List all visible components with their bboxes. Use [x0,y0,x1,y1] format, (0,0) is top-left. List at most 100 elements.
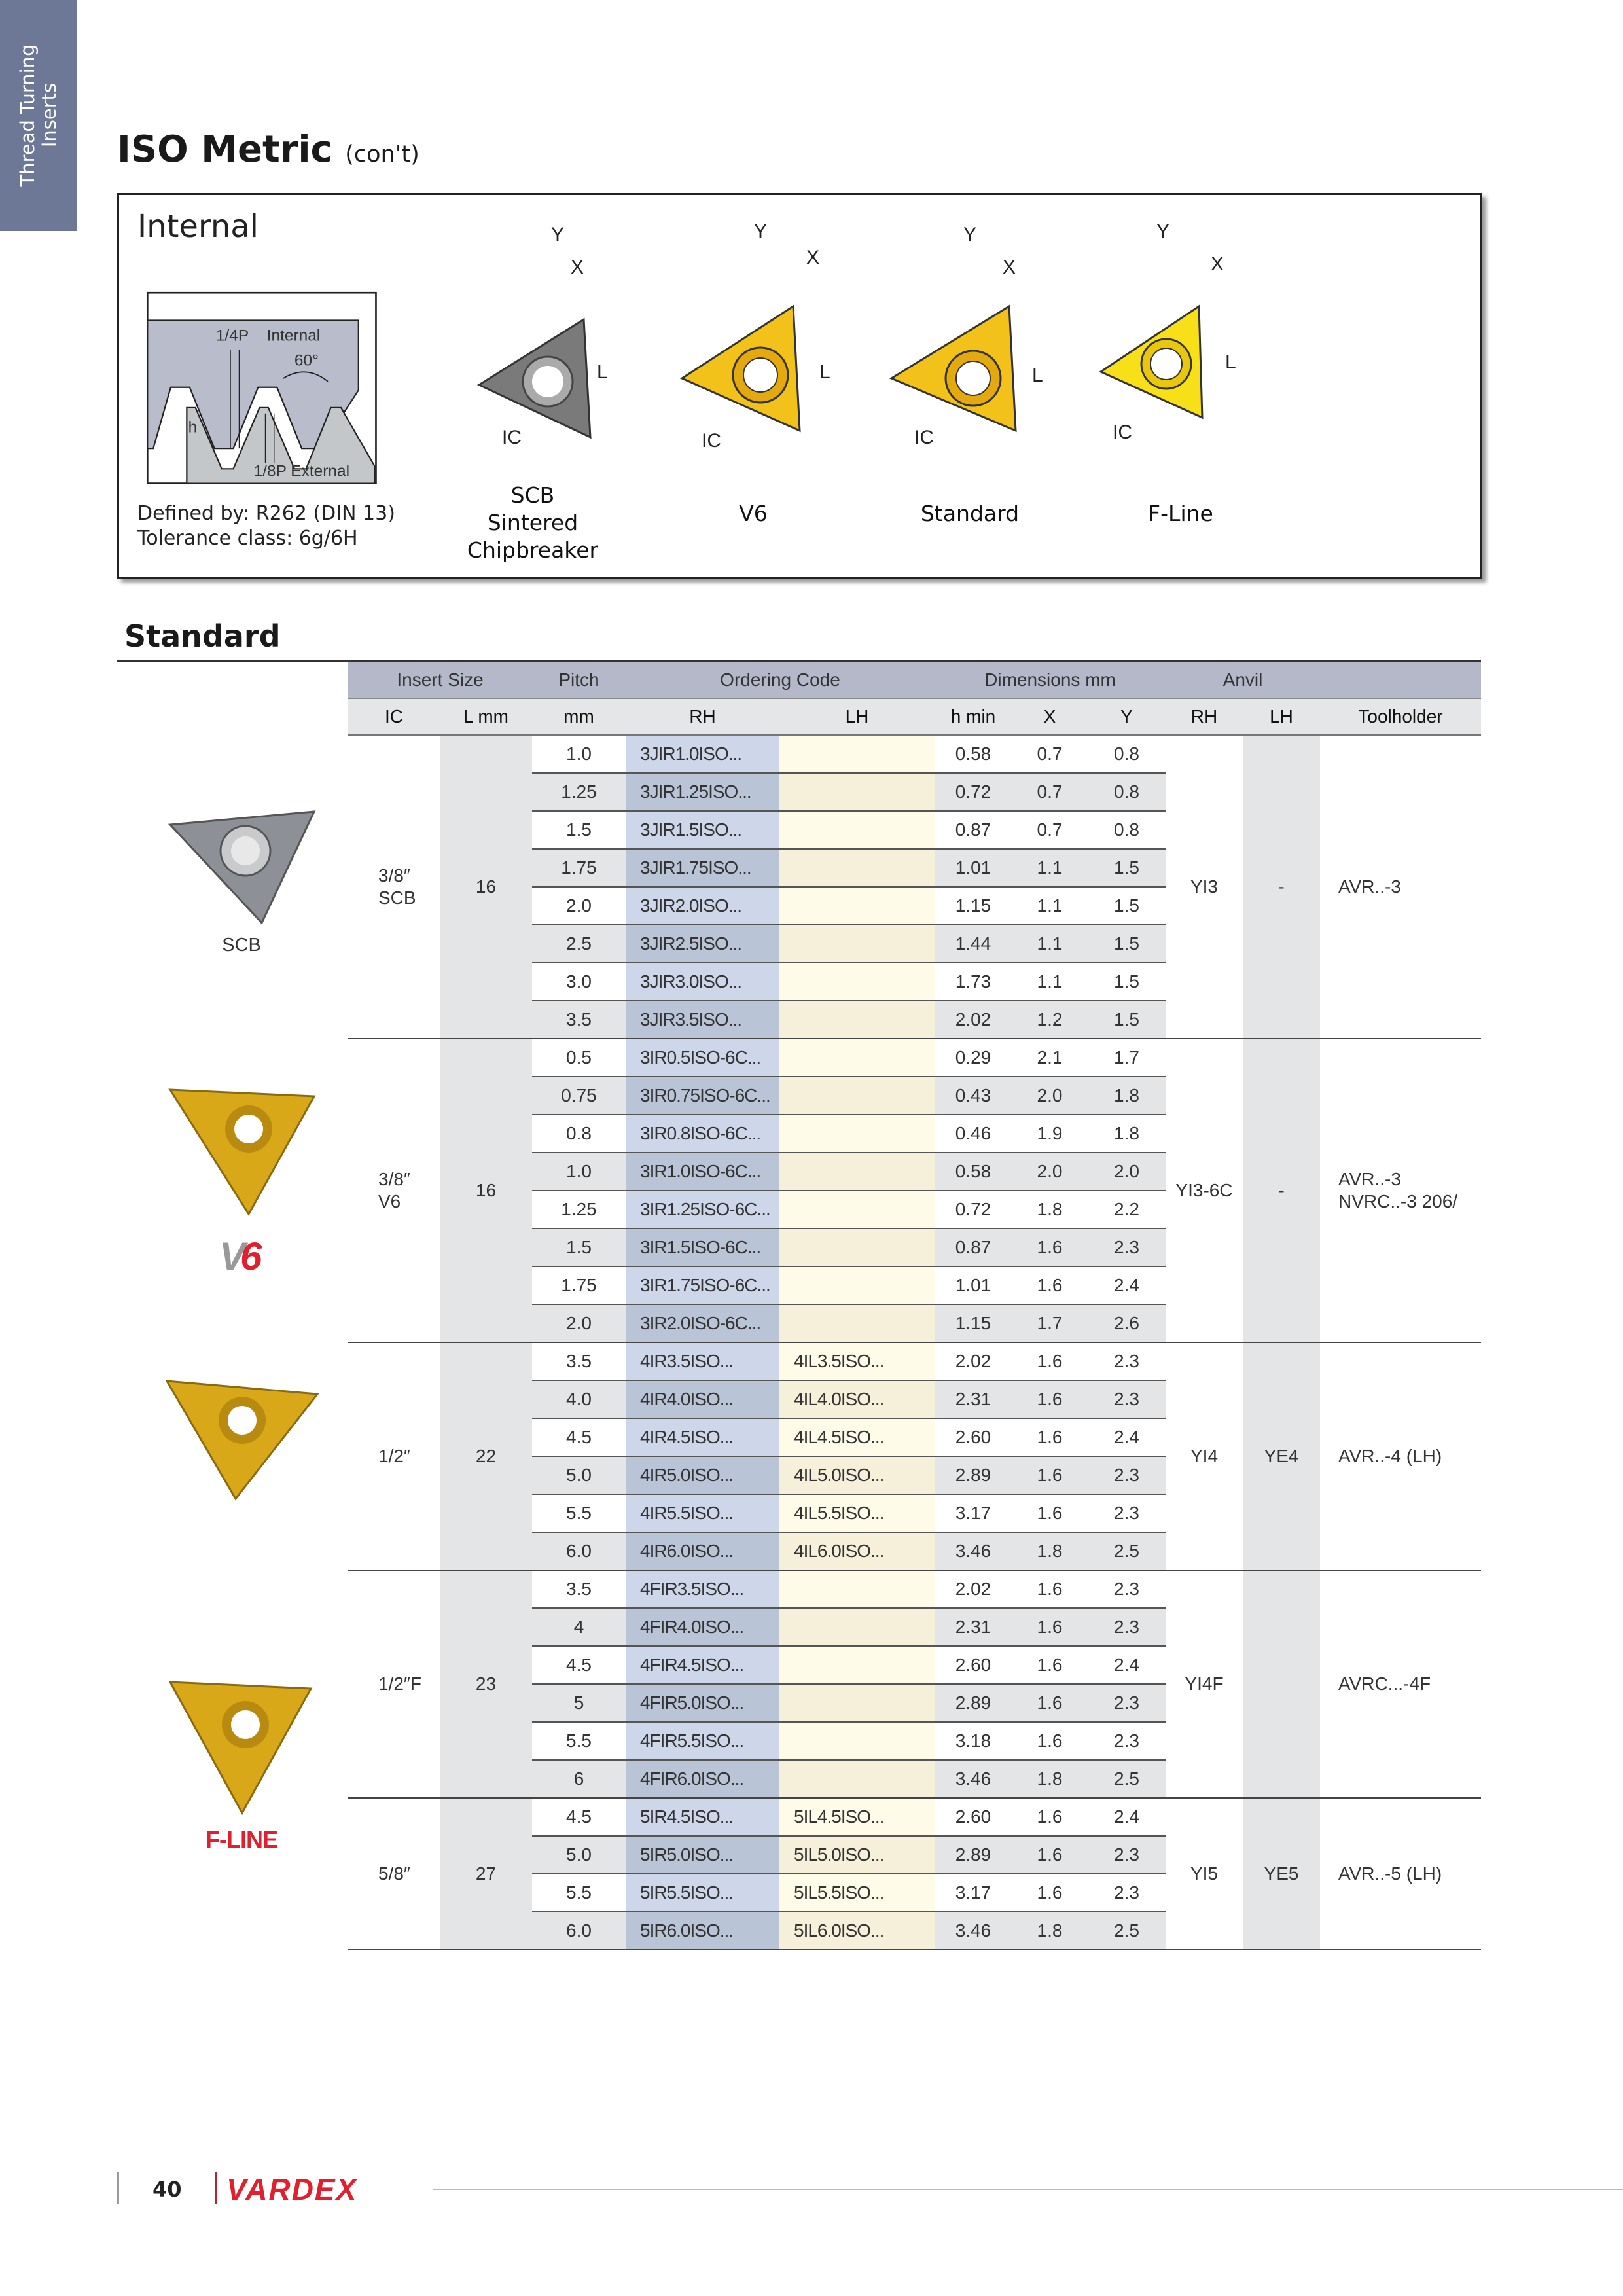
table-row: 1/2″F 23 3.5 4FIR3.5ISO... 2.02 1.6 2.3 YI4F AVR… [348,1570,1481,1798]
table-row: 1.0 3IR1.0ISO-6C... 0.58 2.0 2.0 [348,1152,1481,1191]
ordering-code-rh: 3IR1.0ISO-6C... [626,1152,779,1191]
table-row: 3/8″ SCB 16 1.0 3JIR1.0ISO... 0.58 0.7 0.8 YI3-… [348,734,1481,1039]
dim-y: 2.4 [1088,1645,1166,1684]
table-row: 4.0 4IR4.0ISO... 4IL4.0ISO... 2.31 1.6 2.3 [348,1380,1481,1418]
pitch: 4.5 [532,1418,626,1456]
ordering-code-lh [779,810,935,849]
ordering-code-lh [779,1038,935,1077]
ordering-code-rh: 4IR4.0ISO... [626,1380,779,1418]
pitch: 1.25 [532,1190,626,1229]
insert-l-mm: 23 [440,1570,532,1798]
pitch: 5 [532,1683,626,1722]
dim-x: 1.1 [1012,886,1088,925]
ordering-code-rh: 4IR5.0ISO... [626,1456,779,1494]
dim-x: 1.6 [1012,1570,1088,1608]
ordering-code-lh [779,1076,935,1115]
table-row: 2.0 3JIR2.0ISO... 1.15 1.1 1.5 [348,886,1481,925]
h-min: 3.17 [935,1494,1012,1532]
section-tab-label: Thread Turning Inserts [16,44,60,187]
h-label: h [188,419,198,437]
footer-rule [433,2189,1623,2190]
ordering-code-rh: 4FIR6.0ISO... [626,1759,779,1798]
dim-x: 0.7 [1012,810,1088,849]
pitch: 4.5 [532,1797,626,1836]
ordering-code-lh [779,1721,935,1760]
dim-y: 2.3 [1088,1342,1166,1380]
dim-x: 1.9 [1012,1114,1088,1153]
fline-insert-icon [1098,304,1204,420]
ordering-code-rh: 4FIR3.5ISO... [626,1570,779,1608]
h-min: 0.29 [935,1038,1012,1077]
v6-insert-photo [168,1088,316,1216]
table-row: 4.5 4IR4.5ISO... 4IL4.5ISO... 2.60 1.6 2.4 [348,1418,1481,1456]
dim-x: 1.6 [1012,1835,1088,1874]
anvil-lh [1243,1570,1320,1798]
table-row: 5.5 4IR5.5ISO... 4IL5.5ISO... 3.17 1.6 2.3 [348,1494,1481,1532]
pitch: 0.75 [532,1076,626,1115]
table-row: 1.5 3JIR1.5ISO... 0.87 0.7 0.8 [348,810,1481,849]
table-row: 1.25 3IR1.25ISO-6C... 0.72 1.8 2.2 [348,1190,1481,1229]
ordering-code-lh: 4IL4.5ISO... [779,1418,935,1456]
ordering-code-lh [779,1114,935,1153]
h-min: 2.89 [935,1835,1012,1874]
dim-y: 0.8 [1088,772,1166,811]
page-title: ISO Metric (con't) [117,128,419,171]
ordering-code-lh [779,1570,935,1608]
dim-y: 1.5 [1088,924,1166,963]
page-number: 40 [152,2177,182,2202]
dim-y: 2.3 [1088,1570,1166,1608]
table-row: 5/8″ 27 4.5 5IR4.5ISO... 5IL4.5ISO... 2.60 1.6… [348,1797,1481,1950]
dim-y: 2.3 [1088,1494,1166,1532]
table-row: 5.5 5IR5.5ISO... 5IL5.5ISO... 3.17 1.6 2.3 [348,1873,1481,1912]
pitch: 1.75 [532,848,626,887]
ordering-code-lh [779,1607,935,1646]
h-min: 0.58 [935,1152,1012,1191]
table-row: 0.8 3IR0.8ISO-6C... 0.46 1.9 1.8 [348,1114,1481,1153]
h-min: 0.72 [935,1190,1012,1229]
table-row: 5.0 4IR5.0ISO... 4IL5.0ISO... 2.89 1.6 2.3 [348,1456,1481,1494]
scb-image-label: SCB [222,935,261,956]
ordering-code-rh: 3JIR3.5ISO... [626,1000,779,1039]
pitch: 2.0 [532,886,626,925]
pitch: 1.5 [532,810,626,849]
table-row: 3/8″ V6 16 0.5 3IR0.5ISO-6C... 0.29 2.1 1.7 YI3… [348,1038,1481,1342]
pitch: 6 [532,1759,626,1798]
ordering-code-lh [779,848,935,887]
ordering-code-rh: 3JIR1.75ISO... [626,848,779,887]
dim-y-label: Y [963,224,976,245]
ordering-code-rh: 4FIR4.0ISO... [626,1607,779,1646]
pitch: 0.5 [532,1038,626,1077]
ordering-code-rh: 4FIR5.5ISO... [626,1721,779,1760]
ordering-code-rh: 3IR2.0ISO-6C... [626,1304,779,1342]
h-min: 1.01 [935,848,1012,887]
pitch: 2.5 [532,924,626,963]
table-row: 5 4FIR5.0ISO... 2.89 1.6 2.3 [348,1683,1481,1722]
table-row: 0.75 3IR0.75ISO-6C... 0.43 2.0 1.8 [348,1076,1481,1115]
dim-y: 2.2 [1088,1190,1166,1229]
dim-y: 2.3 [1088,1835,1166,1874]
table-row: 5.0 5IR5.0ISO... 5IL5.0ISO... 2.89 1.6 2.3 [348,1835,1481,1874]
ordering-code-rh: 4IR6.0ISO... [626,1532,779,1570]
ordering-code-rh: 3IR1.25ISO-6C... [626,1190,779,1229]
dim-x: 1.6 [1012,1228,1088,1266]
h-min: 1.73 [935,962,1012,1001]
ordering-code-rh: 5IR5.5ISO... [626,1873,779,1912]
col-header-lh-code: LH [779,698,935,736]
fline-logo: F-LINE [205,1826,278,1853]
anvil-rh: YI3-6C [1166,1038,1243,1342]
dim-x-label: X [806,247,819,268]
anvil-lh: YE4 [1243,1342,1320,1570]
title-sub: (con't) [345,141,419,168]
dim-x: 1.1 [1012,962,1088,1001]
h-min: 3.17 [935,1873,1012,1912]
dim-y: 2.4 [1088,1266,1166,1304]
h-min: 2.89 [935,1683,1012,1722]
group-header-dimensions: Dimensions mm [935,662,1166,699]
pitch: 3.5 [532,1000,626,1039]
ordering-code-rh: 3JIR2.5ISO... [626,924,779,963]
group-header-pitch: Pitch [532,662,626,699]
ordering-code-rh: 5IR6.0ISO... [626,1911,779,1950]
section-heading: Standard [124,619,281,654]
ordering-code-lh [779,1645,935,1684]
quarter-pitch-label: 1/4P [216,327,249,345]
